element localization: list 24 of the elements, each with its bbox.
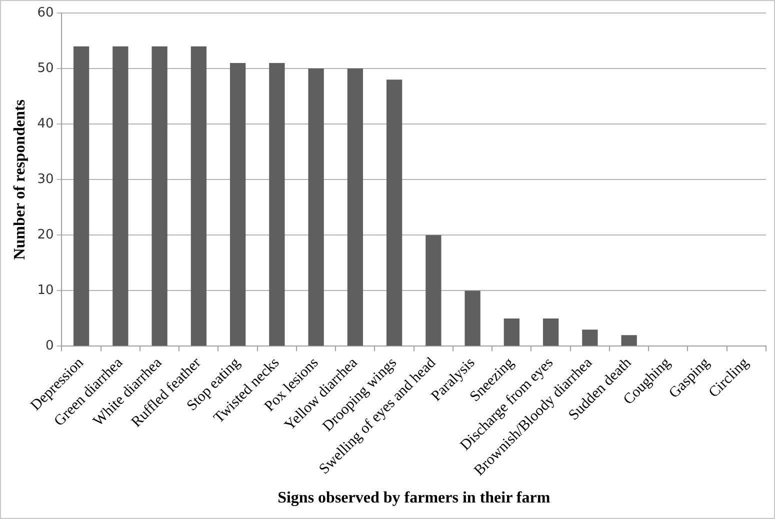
bar xyxy=(621,335,637,346)
y-tick-label: 10 xyxy=(37,283,54,298)
y-axis-title: Number of respondents xyxy=(12,99,29,260)
y-tick-label: 20 xyxy=(37,228,54,243)
y-tick-label: 60 xyxy=(37,5,54,20)
bar xyxy=(464,290,480,346)
bar xyxy=(112,46,128,346)
bar xyxy=(582,330,598,346)
bar xyxy=(308,68,324,346)
bar xyxy=(347,68,364,346)
y-tick-label: 30 xyxy=(37,172,54,187)
bar xyxy=(190,46,207,346)
bar xyxy=(426,235,442,346)
bar xyxy=(386,80,402,346)
bar xyxy=(73,46,90,346)
bar xyxy=(542,318,559,346)
y-tick-label: 0 xyxy=(45,338,54,354)
y-tick-label: 40 xyxy=(37,116,54,132)
bar xyxy=(152,46,168,346)
y-tick-label: 50 xyxy=(37,60,54,76)
bar xyxy=(504,318,520,346)
x-axis-title: Signs observed by farmers in their farm xyxy=(278,490,551,507)
bar xyxy=(269,62,285,346)
bar xyxy=(230,62,246,346)
